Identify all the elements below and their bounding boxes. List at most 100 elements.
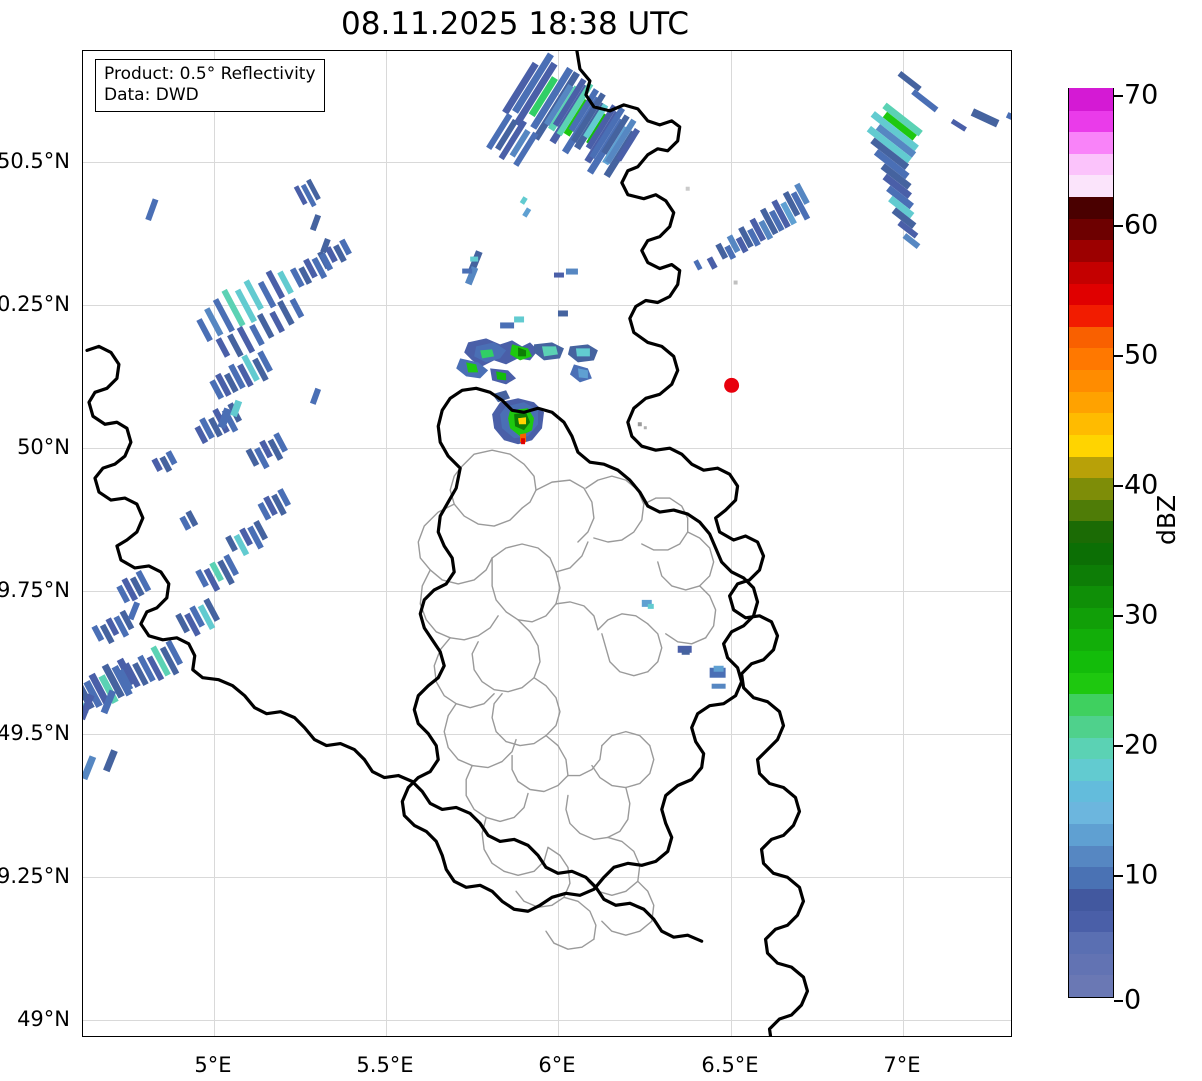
gridline-lat-50 bbox=[83, 448, 1011, 449]
colorbar-segment bbox=[1069, 498, 1113, 522]
colorbar-segment bbox=[1069, 952, 1113, 976]
x-tick-6-5: 6.5°E bbox=[701, 1053, 759, 1077]
y-tick-49: 49°N bbox=[17, 1007, 70, 1031]
colorbar-segment bbox=[1069, 239, 1113, 262]
echo-cluster-southwest bbox=[83, 450, 292, 781]
colorbar-segment bbox=[1069, 974, 1113, 997]
gridline-lon-6-5 bbox=[731, 51, 732, 1036]
luxembourg-subdivisions bbox=[417, 449, 717, 950]
map-geometry bbox=[83, 51, 1011, 1036]
y-tick-49-25: 49.25°N bbox=[0, 864, 70, 888]
map-plot-area[interactable]: Product: 0.5° Reflectivity Data: DWD bbox=[82, 50, 1012, 1037]
y-tick-50-25: 50.25°N bbox=[0, 292, 70, 316]
echo-scattered-small bbox=[217, 186, 738, 689]
echo-cluster-ne-secondary bbox=[693, 182, 811, 271]
map-canvas: Product: 0.5° Reflectivity Data: DWD bbox=[83, 51, 1011, 1036]
colorbar-segment bbox=[1069, 217, 1113, 241]
colorbar-segment bbox=[1069, 563, 1113, 587]
colorbar-segment bbox=[1069, 909, 1113, 933]
colorbar-segment bbox=[1069, 541, 1113, 565]
colorbar-segment bbox=[1069, 585, 1113, 608]
colorbar-segment bbox=[1069, 887, 1113, 911]
colorbar-segment bbox=[1069, 844, 1113, 868]
x-tick-6: 6°E bbox=[538, 1053, 576, 1077]
gridline-lon-6 bbox=[558, 51, 559, 1036]
colorbar-segment bbox=[1069, 152, 1113, 176]
colorbar-segment bbox=[1069, 693, 1113, 716]
cb-tickmark-20 bbox=[1114, 745, 1123, 747]
colorbar-segment bbox=[1069, 650, 1113, 673]
x-tick-5: 5°E bbox=[194, 1053, 232, 1077]
cb-tickmark-40 bbox=[1114, 485, 1123, 487]
colorbar[interactable] bbox=[1068, 87, 1114, 998]
x-tick-7: 7°E bbox=[883, 1053, 921, 1077]
gridline-lat-49-25 bbox=[83, 877, 1011, 878]
gridline-lon-5-5 bbox=[386, 51, 387, 1036]
gridline-lon-5 bbox=[214, 51, 215, 1036]
colorbar-segment bbox=[1069, 822, 1113, 846]
cb-tick-50: 50 bbox=[1124, 339, 1159, 371]
cb-tick-20: 20 bbox=[1124, 729, 1159, 761]
colorbar-segment bbox=[1069, 736, 1113, 760]
cb-tickmark-30 bbox=[1114, 615, 1123, 617]
colorbar-segment bbox=[1069, 196, 1113, 219]
colorbar-segment bbox=[1069, 801, 1113, 825]
product-line: Product: 0.5° Reflectivity bbox=[104, 64, 316, 84]
x-axis: 5°E 5.5°E 6°E 6.5°E 7°E bbox=[0, 1037, 1202, 1081]
cb-tick-10: 10 bbox=[1124, 859, 1159, 891]
cb-tickmark-70 bbox=[1114, 95, 1123, 97]
gridline-lat-49 bbox=[83, 1020, 1011, 1021]
y-tick-49-5: 49.5°N bbox=[0, 721, 70, 745]
colorbar-segment bbox=[1069, 368, 1113, 392]
y-tick-49-75: 49.75°N bbox=[0, 578, 70, 602]
colorbar-axis-label: dBZ bbox=[1152, 494, 1181, 545]
product-info-box: Product: 0.5° Reflectivity Data: DWD bbox=[95, 59, 325, 112]
cb-tickmark-10 bbox=[1114, 875, 1123, 877]
echo-cluster-luxembourg-north bbox=[456, 338, 598, 385]
echo-cluster-northeast bbox=[866, 70, 1011, 249]
y-axis: 50.5°N 50.25°N 50°N 49.75°N 49.5°N 49.25… bbox=[0, 0, 78, 1081]
page-title: 08.11.2025 18:38 UTC bbox=[341, 6, 689, 42]
colorbar-segment bbox=[1069, 325, 1113, 349]
colorbar-segment bbox=[1069, 412, 1113, 435]
cb-tick-30: 30 bbox=[1124, 599, 1159, 631]
national-borders bbox=[85, 51, 810, 1036]
echo-cluster-north bbox=[486, 52, 641, 218]
colorbar-ticks: 70 60 50 40 30 20 10 0 bbox=[1114, 0, 1202, 1081]
cb-tickmark-50 bbox=[1114, 355, 1123, 357]
colorbar-segment bbox=[1069, 758, 1113, 781]
cb-tickmark-0 bbox=[1114, 1000, 1123, 1002]
gridline-lat-49-75 bbox=[83, 591, 1011, 592]
colorbar-segment bbox=[1069, 628, 1113, 652]
colorbar-segment bbox=[1069, 87, 1113, 111]
cb-tick-0: 0 bbox=[1124, 984, 1142, 1016]
x-tick-5-5: 5.5°E bbox=[356, 1053, 414, 1077]
colorbar-segment bbox=[1069, 520, 1113, 543]
colorbar-segment bbox=[1069, 347, 1113, 371]
cb-tick-70: 70 bbox=[1124, 79, 1159, 111]
cb-tickmark-60 bbox=[1114, 225, 1123, 227]
colorbar-segment bbox=[1069, 260, 1113, 284]
cb-tick-60: 60 bbox=[1124, 209, 1159, 241]
colorbar-segment bbox=[1069, 174, 1113, 198]
radar-site-marker bbox=[724, 377, 740, 393]
colorbar-segment bbox=[1069, 109, 1113, 133]
y-tick-50-5: 50.5°N bbox=[0, 149, 70, 173]
colorbar-segment bbox=[1069, 131, 1113, 154]
colorbar-segment bbox=[1069, 477, 1113, 500]
colorbar-segment bbox=[1069, 390, 1113, 414]
colorbar-segment bbox=[1069, 866, 1113, 889]
colorbar-segment bbox=[1069, 433, 1113, 457]
colorbar-segment bbox=[1069, 606, 1113, 630]
colorbar-segment bbox=[1069, 671, 1113, 695]
gridline-lon-7 bbox=[903, 51, 904, 1036]
colorbar-segment bbox=[1069, 455, 1113, 479]
gridline-lat-50-5 bbox=[83, 162, 1011, 163]
radar-echo-layer bbox=[83, 52, 1011, 781]
colorbar-segment bbox=[1069, 282, 1113, 306]
luxembourg-national-border bbox=[400, 386, 760, 913]
data-source-line: Data: DWD bbox=[104, 85, 199, 105]
colorbar-segment bbox=[1069, 714, 1113, 738]
colorbar-segment bbox=[1069, 304, 1113, 327]
